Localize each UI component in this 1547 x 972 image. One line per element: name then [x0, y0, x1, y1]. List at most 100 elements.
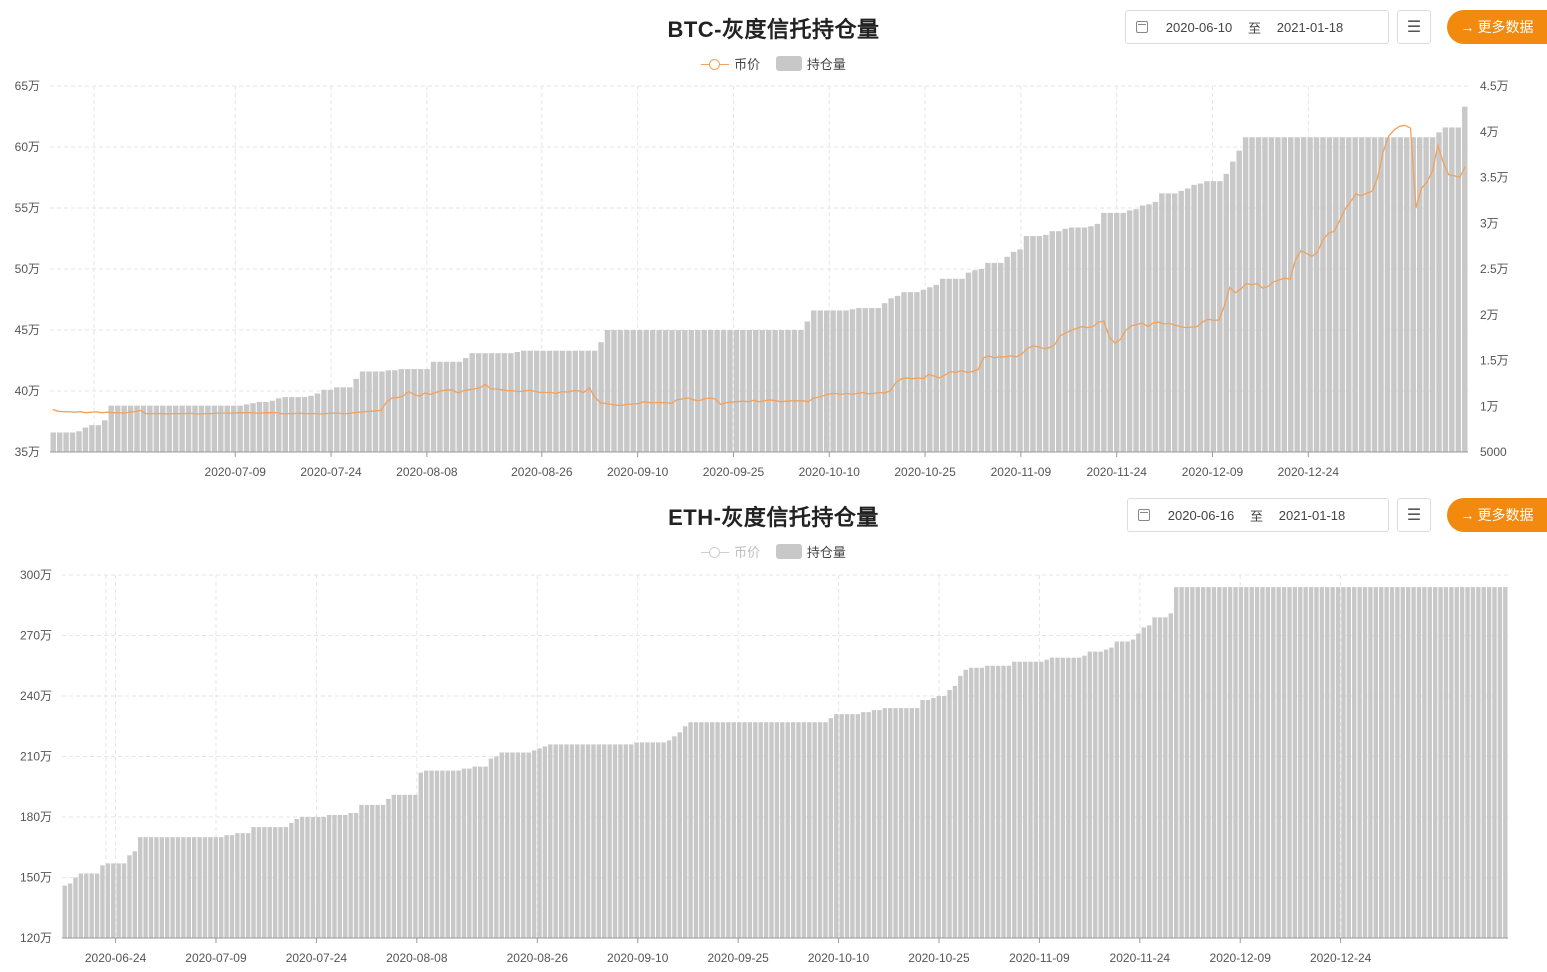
holdings-bar[interactable] [1449, 587, 1454, 938]
holdings-bar[interactable] [1379, 587, 1384, 938]
holdings-bar[interactable] [1281, 587, 1287, 938]
holdings-bar[interactable] [67, 883, 73, 938]
holdings-bar[interactable] [1191, 184, 1197, 452]
holdings-bar[interactable] [898, 708, 904, 938]
holdings-bar[interactable] [925, 700, 931, 938]
holdings-bar[interactable] [263, 401, 269, 452]
holdings-bar[interactable] [501, 353, 508, 452]
holdings-bar[interactable] [143, 837, 148, 938]
holdings-bar[interactable] [413, 794, 418, 938]
holdings-bar[interactable] [1341, 587, 1346, 938]
holdings-bar[interactable] [1242, 137, 1249, 453]
holdings-bar[interactable] [1298, 587, 1303, 938]
holdings-bar[interactable] [1200, 587, 1206, 938]
holdings-bar[interactable] [208, 837, 213, 938]
holdings-bar[interactable] [701, 330, 707, 452]
holdings-bar[interactable] [875, 308, 881, 452]
holdings-bar[interactable] [553, 744, 558, 938]
holdings-bar[interactable] [669, 330, 675, 452]
holdings-bar[interactable] [849, 309, 856, 452]
holdings-bar[interactable] [1416, 137, 1423, 453]
holdings-bar[interactable] [785, 722, 790, 938]
holdings-bar[interactable] [1335, 587, 1341, 938]
holdings-bar[interactable] [1365, 137, 1371, 453]
legend-item-holdings[interactable]: 持仓量 [775, 54, 846, 73]
holdings-bar[interactable] [720, 722, 726, 938]
holdings-bar[interactable] [894, 295, 901, 452]
holdings-bar[interactable] [707, 330, 714, 452]
holdings-bar[interactable] [251, 827, 256, 938]
holdings-bar[interactable] [1071, 657, 1076, 938]
holdings-bar[interactable] [598, 342, 604, 452]
holdings-bar[interactable] [862, 308, 869, 452]
holdings-bar[interactable] [965, 272, 972, 452]
menu-button[interactable]: ☰ [1397, 498, 1431, 532]
holdings-bar[interactable] [1039, 661, 1044, 938]
holdings-bar[interactable] [596, 744, 602, 938]
holdings-bar[interactable] [1397, 137, 1404, 453]
holdings-bar[interactable] [1163, 617, 1168, 938]
holdings-bar[interactable] [508, 353, 514, 452]
holdings-bar[interactable] [372, 371, 379, 452]
holdings-bar[interactable] [1179, 587, 1184, 938]
holdings-bar[interactable] [542, 746, 548, 938]
holdings-bar[interactable] [1271, 587, 1276, 938]
holdings-bar[interactable] [747, 722, 753, 938]
holdings-bar[interactable] [78, 873, 84, 938]
holdings-bar[interactable] [205, 405, 211, 452]
holdings-bar[interactable] [289, 823, 294, 938]
holdings-bar[interactable] [499, 752, 504, 938]
holdings-bar[interactable] [564, 744, 569, 938]
holdings-bar[interactable] [348, 812, 353, 938]
holdings-bar[interactable] [936, 696, 941, 938]
holdings-bar[interactable] [836, 310, 843, 452]
holdings-bar[interactable] [666, 740, 672, 938]
holdings-bar[interactable] [256, 827, 262, 938]
legend-item-holdings[interactable]: 持仓量 [775, 542, 846, 561]
holdings-bar[interactable] [807, 722, 812, 938]
holdings-bar[interactable] [211, 405, 218, 452]
holdings-bar[interactable] [76, 431, 82, 452]
holdings-bar[interactable] [1093, 651, 1098, 938]
holdings-bar[interactable] [1391, 137, 1397, 453]
holdings-bar[interactable] [1497, 587, 1503, 938]
holdings-bar[interactable] [753, 330, 759, 452]
holdings-bar[interactable] [332, 814, 337, 938]
holdings-bar[interactable] [326, 814, 332, 938]
holdings-bar[interactable] [1319, 587, 1325, 938]
holdings-bar[interactable] [909, 708, 914, 938]
holdings-bar[interactable] [1395, 587, 1400, 938]
holdings-bar[interactable] [301, 397, 308, 452]
holdings-bar[interactable] [1217, 587, 1222, 938]
holdings-bar[interactable] [579, 350, 585, 452]
holdings-bar[interactable] [514, 351, 521, 452]
holdings-bar[interactable] [140, 405, 147, 452]
holdings-bar[interactable] [856, 308, 862, 452]
holdings-bar[interactable] [1152, 617, 1157, 938]
holdings-bar[interactable] [650, 742, 656, 938]
holdings-bar[interactable] [1210, 181, 1217, 452]
holdings-bar[interactable] [463, 358, 469, 452]
holdings-bar[interactable] [179, 405, 185, 452]
holdings-bar[interactable] [1107, 212, 1113, 452]
holdings-bar[interactable] [1190, 587, 1195, 938]
holdings-bar[interactable] [695, 330, 701, 452]
holdings-bar[interactable] [972, 270, 978, 452]
holdings-bar[interactable] [765, 330, 772, 452]
menu-button[interactable]: ☰ [1397, 10, 1431, 44]
holdings-bar[interactable] [346, 387, 353, 452]
holdings-bar[interactable] [629, 744, 634, 938]
holdings-bar[interactable] [1384, 587, 1389, 938]
holdings-bar[interactable] [939, 278, 946, 452]
holdings-bar[interactable] [1449, 127, 1455, 452]
holdings-bar[interactable] [147, 405, 153, 452]
holdings-bar[interactable] [850, 714, 855, 938]
holdings-bar[interactable] [63, 432, 69, 452]
holdings-bar[interactable] [213, 837, 218, 938]
holdings-bar[interactable] [1120, 641, 1125, 938]
holdings-bar[interactable] [774, 722, 780, 938]
holdings-bar[interactable] [327, 389, 334, 452]
holdings-bar[interactable] [1429, 137, 1436, 453]
holdings-bar[interactable] [1139, 205, 1146, 452]
holdings-bar[interactable] [407, 794, 413, 938]
